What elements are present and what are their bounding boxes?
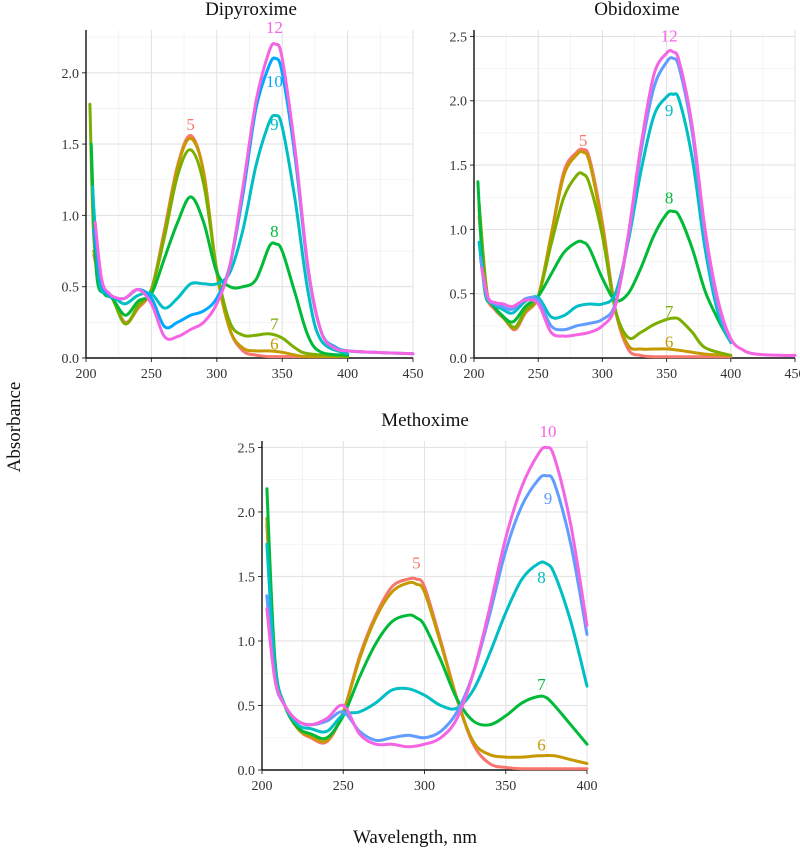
y-tick-label: 1.5	[238, 570, 256, 585]
y-tick-label: 0.5	[450, 288, 468, 303]
panel-dipyroxime: Dipyroxime 200 250 300 350 400 450 0.0 0.5 1.0 1.…	[62, 0, 424, 382]
series-line-9	[477, 92, 733, 345]
y-tick-label: 0.0	[450, 352, 468, 367]
series-label-6: 6	[537, 736, 546, 755]
y-tick-label: 1.0	[238, 635, 256, 650]
series-line-7	[88, 102, 350, 359]
y-tick-label: 0.0	[238, 764, 256, 779]
x-tick-label: 400	[577, 779, 598, 794]
x-tick-label: 200	[252, 779, 273, 794]
series-line-5	[92, 134, 350, 359]
series-label-5: 5	[412, 554, 421, 573]
panel-obidoxime: Obidoxime 200 250 300 350 400 450 0.0 0.5 1.0 1.5…	[450, 0, 800, 382]
y-tick-label: 1.0	[62, 209, 80, 224]
series-label-9: 9	[270, 115, 279, 134]
series-line-6	[92, 136, 350, 359]
y-tick-label: 0.5	[238, 699, 256, 714]
x-tick-label: 200	[464, 367, 485, 382]
series-label-5: 5	[186, 115, 195, 134]
x-tick-label: 300	[592, 367, 613, 382]
x-tick-label: 450	[785, 367, 800, 382]
series-line-10	[265, 445, 589, 749]
y-tick-label: 1.5	[62, 138, 80, 153]
series-label-6: 6	[665, 333, 674, 352]
y-tick-label: 2.0	[238, 506, 256, 521]
series-label-12: 12	[266, 18, 283, 37]
series-label-10: 10	[540, 422, 557, 441]
x-tick-label: 300	[414, 779, 435, 794]
y-tick-label: 1.5	[450, 159, 468, 174]
x-tick-label: 350	[656, 367, 677, 382]
series-line-12	[93, 42, 415, 356]
y-tick-label: 1.0	[450, 223, 468, 238]
series-label-8: 8	[270, 222, 279, 241]
x-tick-label: 350	[495, 779, 516, 794]
y-tick-label: 2.5	[238, 441, 256, 456]
series-label-12: 12	[661, 27, 678, 46]
x-tick-label: 250	[528, 367, 549, 382]
series-line-8	[476, 180, 733, 345]
series-line-9	[265, 473, 589, 743]
x-tick-label: 250	[333, 779, 354, 794]
y-tick-label: 0.5	[62, 281, 80, 296]
x-tick-label: 250	[141, 367, 162, 382]
series-line-7	[265, 487, 589, 746]
y-tick-label: 2.5	[450, 30, 468, 45]
x-tick-label: 400	[337, 367, 358, 382]
x-axis-title: Wavelength, nm	[353, 827, 477, 848]
y-tick-label: 2.0	[62, 67, 80, 82]
series-line-10	[92, 56, 415, 356]
series-line-8	[265, 542, 589, 734]
panel-methoxime: Methoxime 200 250 300 350 400 0.0 0.5 1.0 1.5 2.0…	[238, 410, 598, 794]
panel-title: Dipyroxime	[205, 0, 297, 20]
series-label-5: 5	[579, 131, 588, 150]
x-tick-label: 350	[272, 367, 293, 382]
x-tick-label: 400	[720, 367, 741, 382]
series-label-9: 9	[544, 489, 553, 508]
series-line-7	[477, 171, 733, 357]
y-axis-title: Absorbance	[4, 382, 25, 473]
x-tick-label: 300	[206, 367, 227, 382]
y-tick-label: 2.0	[450, 95, 468, 110]
panel-title: Methoxime	[381, 410, 469, 431]
x-tick-label: 200	[76, 367, 97, 382]
series-line-8	[89, 142, 350, 357]
series-label-7: 7	[270, 314, 279, 333]
x-tick-label: 450	[403, 367, 424, 382]
panel-title: Obidoxime	[594, 0, 680, 20]
series-label-6: 6	[270, 334, 279, 353]
series-label-7: 7	[537, 675, 546, 694]
series-label-8: 8	[537, 568, 546, 587]
series-line-12	[480, 49, 797, 357]
series-label-7: 7	[665, 302, 674, 321]
series-label-8: 8	[665, 189, 674, 208]
series-label-9: 9	[665, 101, 674, 120]
series-line-9	[91, 113, 350, 356]
y-tick-label: 0.0	[62, 352, 80, 367]
series-label-10: 10	[266, 72, 283, 91]
